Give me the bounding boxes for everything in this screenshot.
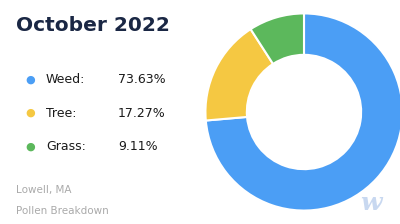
Text: Lowell, MA: Lowell, MA	[16, 185, 72, 195]
Text: w: w	[360, 191, 382, 215]
Text: October 2022: October 2022	[16, 16, 170, 35]
Text: Tree:: Tree:	[46, 107, 76, 120]
Wedge shape	[206, 29, 273, 121]
Text: 17.27%: 17.27%	[118, 107, 166, 120]
Text: ●: ●	[25, 108, 35, 118]
Text: Pollen Breakdown: Pollen Breakdown	[16, 206, 109, 216]
Text: Grass:: Grass:	[46, 140, 86, 153]
Text: ●: ●	[25, 142, 35, 152]
Text: 9.11%: 9.11%	[118, 140, 158, 153]
Wedge shape	[251, 13, 304, 64]
Text: 73.63%: 73.63%	[118, 73, 166, 86]
Text: ●: ●	[25, 75, 35, 84]
Wedge shape	[206, 13, 400, 211]
Text: Weed:: Weed:	[46, 73, 85, 86]
